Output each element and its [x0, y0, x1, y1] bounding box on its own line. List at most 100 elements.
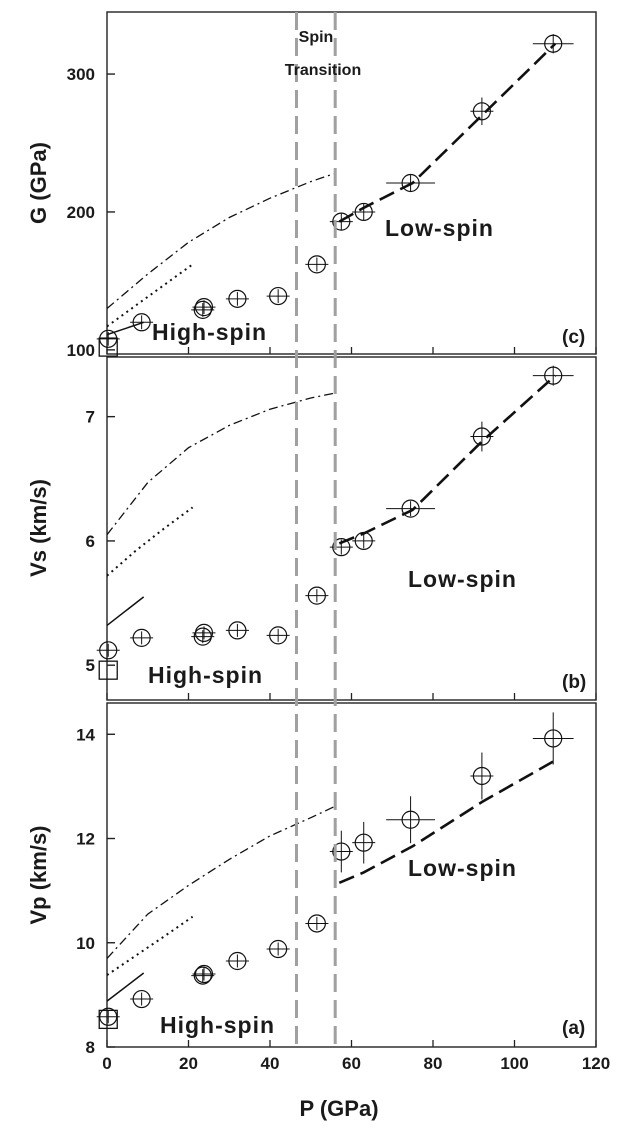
- data-point: [96, 329, 120, 348]
- data-point: [225, 621, 249, 640]
- square-marker: [98, 660, 118, 680]
- data-marker: [228, 289, 247, 308]
- square-marker: [98, 1009, 118, 1030]
- data-point: [266, 626, 290, 645]
- data-marker: [332, 842, 351, 861]
- data-marker: [401, 173, 420, 193]
- data-marker: [228, 951, 247, 971]
- data-point: [191, 627, 215, 646]
- data-marker: [307, 914, 326, 933]
- x-tick-label: 40: [261, 1054, 280, 1073]
- data-marker: [354, 833, 373, 852]
- data-point: [192, 298, 216, 317]
- square-marker: [98, 337, 118, 357]
- curves: [107, 374, 557, 626]
- data-marker: [472, 766, 491, 786]
- curve-dashed: [338, 42, 557, 223]
- curve-dashed: [338, 759, 556, 884]
- low-spin-label: Low-spin: [385, 215, 494, 241]
- data-marker: [544, 366, 563, 385]
- data-point: [470, 97, 494, 126]
- high-spin-label: High-spin: [152, 319, 267, 345]
- low-spin-label: Low-spin: [408, 566, 517, 592]
- curve-dashdot: [107, 392, 336, 536]
- y-axis-label: G (GPa): [26, 142, 51, 224]
- y-tick-label: 6: [86, 532, 95, 551]
- curves: [107, 42, 557, 336]
- data-marker: [132, 313, 151, 332]
- data-marker: [99, 641, 118, 660]
- data-point: [329, 538, 353, 557]
- data-marker: [194, 298, 214, 317]
- data-point: [305, 586, 329, 605]
- y-tick-label: 200: [67, 203, 95, 222]
- high-spin-label: High-spin: [148, 662, 263, 688]
- data-marker: [132, 628, 151, 647]
- data-marker: [269, 286, 288, 306]
- data-point: [225, 289, 249, 308]
- panel-frame: [106, 702, 597, 1048]
- y-tick-label: 12: [76, 830, 95, 849]
- data-marker: [401, 810, 420, 829]
- data-marker: [307, 586, 326, 605]
- data-point: [352, 531, 376, 551]
- curve-dotted: [107, 915, 194, 976]
- data-point: [352, 821, 376, 864]
- curve-dashdot: [107, 805, 336, 959]
- data-point: [130, 989, 154, 1009]
- data-point: [386, 173, 436, 193]
- data-marker: [332, 212, 351, 231]
- curve-solid: [107, 596, 145, 626]
- data-marker: [544, 34, 563, 53]
- data-marker: [307, 255, 326, 274]
- data-marker: [194, 964, 214, 984]
- y-tick-label: 100: [67, 341, 95, 360]
- data-point: [266, 939, 290, 959]
- data-marker: [354, 531, 373, 551]
- panel-c: 100 200 300 G (GPa) High-spin Low-spin (c): [26, 11, 597, 360]
- data-marker: [332, 538, 351, 557]
- y-tick-label: 300: [67, 65, 95, 84]
- y-tick-label: 8: [86, 1038, 95, 1057]
- x-axis-label: P (GPa): [299, 1096, 378, 1121]
- panel-frame: [106, 356, 597, 701]
- data-marker: [194, 623, 214, 642]
- data-point: [96, 641, 120, 660]
- data-marker: [354, 202, 373, 222]
- y-tick-label: 10: [76, 934, 95, 953]
- panel-tag: (a): [562, 1018, 585, 1039]
- panel-tag: (c): [562, 327, 585, 348]
- y-axis-label: Vs (km/s): [26, 479, 51, 577]
- data-point: [266, 286, 290, 306]
- panel-tag: (b): [562, 672, 586, 693]
- data-marker: [269, 939, 288, 959]
- data-point: [305, 255, 329, 274]
- curve-solid: [107, 972, 145, 1002]
- data-point: [532, 712, 574, 765]
- data-marker: [228, 621, 247, 640]
- data-point: [192, 964, 216, 984]
- x-tick-label: 100: [500, 1054, 528, 1073]
- data-marker: [401, 499, 420, 518]
- data-point: [386, 796, 436, 844]
- y-tick-label: 7: [86, 408, 95, 427]
- data-point: [386, 499, 436, 518]
- data-marker: [472, 427, 491, 446]
- spin-transition-label-line1: Spin: [299, 29, 334, 46]
- data-point: [191, 300, 215, 319]
- data-point: [305, 914, 329, 933]
- y-axis-label: Vp (km/s): [26, 825, 51, 924]
- curve-dashed: [338, 374, 557, 545]
- curve-dotted: [107, 263, 194, 328]
- x-tick-label: 0: [102, 1054, 111, 1073]
- x-tick-label: 120: [582, 1054, 610, 1073]
- y-tick-label: 14: [76, 725, 95, 744]
- panel-b: 5 6 7 Vs (km/s) High-spin Low-spin (b): [26, 356, 597, 701]
- data-point: [192, 623, 216, 642]
- data-marker: [193, 966, 212, 985]
- x-tick-label: 20: [179, 1054, 198, 1073]
- curve-dotted: [107, 506, 194, 577]
- x-tick-label: 80: [424, 1054, 443, 1073]
